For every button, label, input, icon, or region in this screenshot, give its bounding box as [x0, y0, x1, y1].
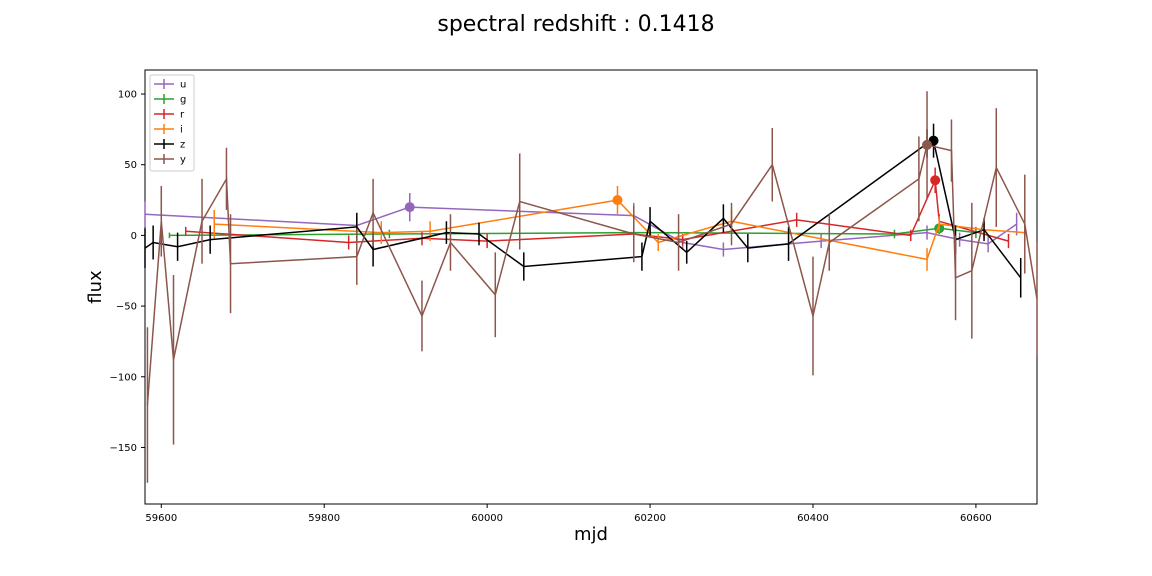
- x-tick-label: 59600: [145, 513, 177, 524]
- series-i: [213, 185, 1026, 271]
- series-line-i: [214, 199, 1025, 261]
- y-axis-label: flux: [85, 270, 106, 304]
- series-line-r: [185, 177, 1009, 244]
- y-tick-label: −50: [116, 302, 137, 313]
- legend-label-u: u: [180, 80, 186, 91]
- peak-marker-r: [930, 175, 941, 186]
- legend-label-i: i: [180, 125, 183, 136]
- data-layer: [144, 91, 1038, 483]
- x-tick-label: 60400: [797, 513, 829, 524]
- series-line-z: [144, 139, 1022, 279]
- legend-box: [149, 74, 195, 172]
- peak-marker-y: [922, 139, 933, 150]
- series-line-u: [144, 206, 1018, 251]
- x-tick-label: 59800: [308, 513, 340, 524]
- y-tick-label: 100: [118, 90, 137, 101]
- series-y: [146, 91, 1038, 483]
- y-tick-label: −150: [110, 443, 137, 454]
- x-axis-label: mjd: [574, 524, 608, 545]
- series-line-y: [146, 144, 1038, 406]
- legend-label-r: r: [180, 110, 185, 121]
- series-z: [144, 123, 1022, 298]
- tick-layer: 59600 59800 60000 60200 60400 60600 −150 −100 −5…: [110, 90, 992, 524]
- legend-label-z: z: [180, 140, 185, 151]
- x-tick-label: 60200: [634, 513, 666, 524]
- y-tick-label: 50: [124, 160, 137, 171]
- y-tick-label: 0: [131, 231, 137, 242]
- legend-label-g: g: [180, 95, 186, 106]
- peak-marker-u: [404, 202, 415, 213]
- x-tick-label: 60000: [471, 513, 503, 524]
- peak-marker-i: [612, 195, 623, 206]
- plot-frame: [144, 69, 1038, 505]
- legend-label-y: y: [180, 155, 186, 166]
- series-r: [184, 167, 1010, 250]
- y-tick-label: −100: [110, 372, 137, 383]
- x-tick-label: 60600: [960, 513, 992, 524]
- series-line-g: [169, 227, 976, 237]
- chart-title: spectral redshift : 0.1418: [437, 12, 714, 37]
